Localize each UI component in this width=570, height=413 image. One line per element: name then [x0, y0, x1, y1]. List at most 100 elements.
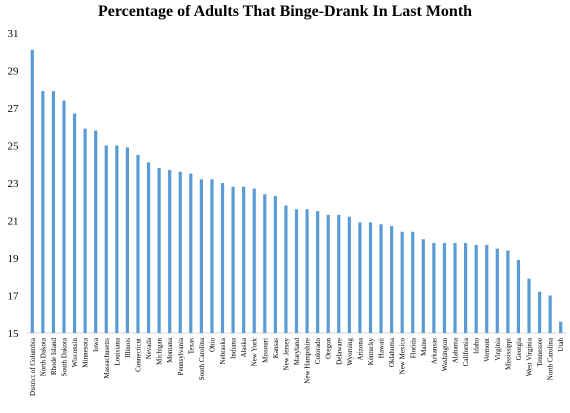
bar [485, 244, 489, 334]
x-category-label: South Dakota [60, 337, 68, 376]
x-category-label: Kansas [272, 338, 280, 358]
y-tick-label: 21 [8, 216, 19, 228]
bar [368, 222, 373, 333]
x-category-label: Idaho [473, 338, 481, 354]
bar [442, 243, 447, 333]
bar [189, 173, 193, 334]
bar [400, 231, 404, 333]
bar [83, 128, 87, 333]
bar [157, 168, 161, 333]
bar [358, 222, 362, 333]
bar [210, 179, 214, 333]
y-tick-label: 27 [8, 103, 20, 115]
x-category-label: Hawaii [378, 338, 386, 358]
bar [199, 179, 203, 333]
x-category-label: Colorado [314, 338, 322, 365]
bar [506, 250, 510, 333]
bar [379, 224, 383, 333]
bar [464, 243, 468, 333]
x-category-label: Iowa [92, 337, 100, 352]
bar [453, 243, 457, 333]
x-category-label: Arkansas [430, 338, 438, 364]
bar [30, 49, 34, 334]
x-category-label: West Virginia [526, 337, 534, 376]
y-tick-label: 15 [8, 328, 20, 340]
bar [326, 214, 330, 334]
bar [178, 171, 182, 333]
x-category-label: New Jersey [282, 338, 290, 371]
x-category-label: Massachusetts [103, 338, 111, 379]
bar [94, 130, 98, 333]
bar [495, 248, 499, 334]
x-category-label: Maine [420, 338, 428, 356]
bar [294, 209, 299, 333]
y-tick-label: 31 [8, 28, 19, 40]
bar [537, 291, 542, 333]
bar [146, 162, 151, 333]
bar [421, 239, 425, 333]
bar [115, 145, 119, 333]
x-category-label: New Hampshire [304, 338, 312, 384]
x-category-label: North Dakota [39, 337, 47, 376]
bar [559, 321, 563, 333]
x-category-label: Rhode Island [50, 338, 58, 376]
y-tick-label: 25 [8, 141, 20, 153]
bar [316, 211, 320, 334]
bar [136, 154, 140, 334]
x-category-label: Washington [441, 338, 449, 372]
y-tick-label: 23 [8, 178, 20, 190]
x-axis-labels: District of Columbia North Dakota Rhode Is… [29, 337, 565, 396]
bars [30, 49, 563, 334]
bar [252, 188, 256, 334]
x-category-label: California [462, 337, 470, 366]
bar [242, 186, 246, 333]
x-category-label: Delaware [335, 338, 343, 365]
y-tick-label: 29 [8, 66, 20, 78]
bar [263, 194, 267, 333]
x-category-label: Texas [187, 338, 195, 355]
x-category-label: Wyoming [346, 338, 354, 366]
bar [390, 226, 394, 334]
x-category-label: Florida [409, 337, 417, 358]
chart-title: Percentage of Adults That Binge-Drank In… [97, 3, 473, 20]
x-category-label: Georgia [515, 337, 523, 360]
bar [284, 205, 288, 333]
x-category-label: Ohio [208, 338, 216, 353]
y-tick-label: 17 [8, 291, 20, 303]
bar [168, 169, 172, 334]
x-category-label: Pennsylvania [177, 337, 185, 375]
y-tick-label: 19 [8, 253, 20, 265]
x-category-label: Arizona [356, 337, 364, 360]
x-category-label: Alabama [452, 337, 460, 363]
bar [72, 113, 77, 334]
x-category-label: Wisconsin [71, 338, 79, 368]
x-category-label: Louisiana [113, 337, 121, 365]
x-category-label: Michigan [156, 338, 164, 365]
x-category-label: Utah [557, 338, 565, 352]
x-category-label: North Carolina [547, 337, 555, 380]
bar [432, 243, 436, 333]
bar [337, 214, 341, 334]
x-category-label: Vermont [483, 338, 491, 362]
bar [548, 295, 552, 333]
x-category-label: Illinois [124, 338, 132, 358]
x-category-label: New Mexico [399, 338, 407, 375]
bar [411, 231, 415, 333]
bar [41, 91, 45, 333]
bar [516, 259, 521, 334]
x-category-label: Missouri [261, 338, 269, 363]
x-category-label: Montana [166, 337, 174, 363]
x-category-label: Oklahoma [388, 337, 396, 367]
bar [347, 216, 351, 333]
x-category-label: Nebraska [219, 337, 227, 364]
x-category-label: Minnesota [82, 337, 90, 367]
x-category-label: Mississippi [504, 338, 512, 370]
x-category-label: District of Columbia [29, 337, 37, 396]
bar [220, 183, 225, 333]
x-category-label: Alaska [240, 337, 248, 357]
bar [527, 278, 531, 334]
x-category-label: Connecticut [134, 338, 142, 372]
bar [51, 91, 56, 333]
bar [231, 186, 235, 333]
x-category-label: South Carolina [198, 337, 206, 380]
